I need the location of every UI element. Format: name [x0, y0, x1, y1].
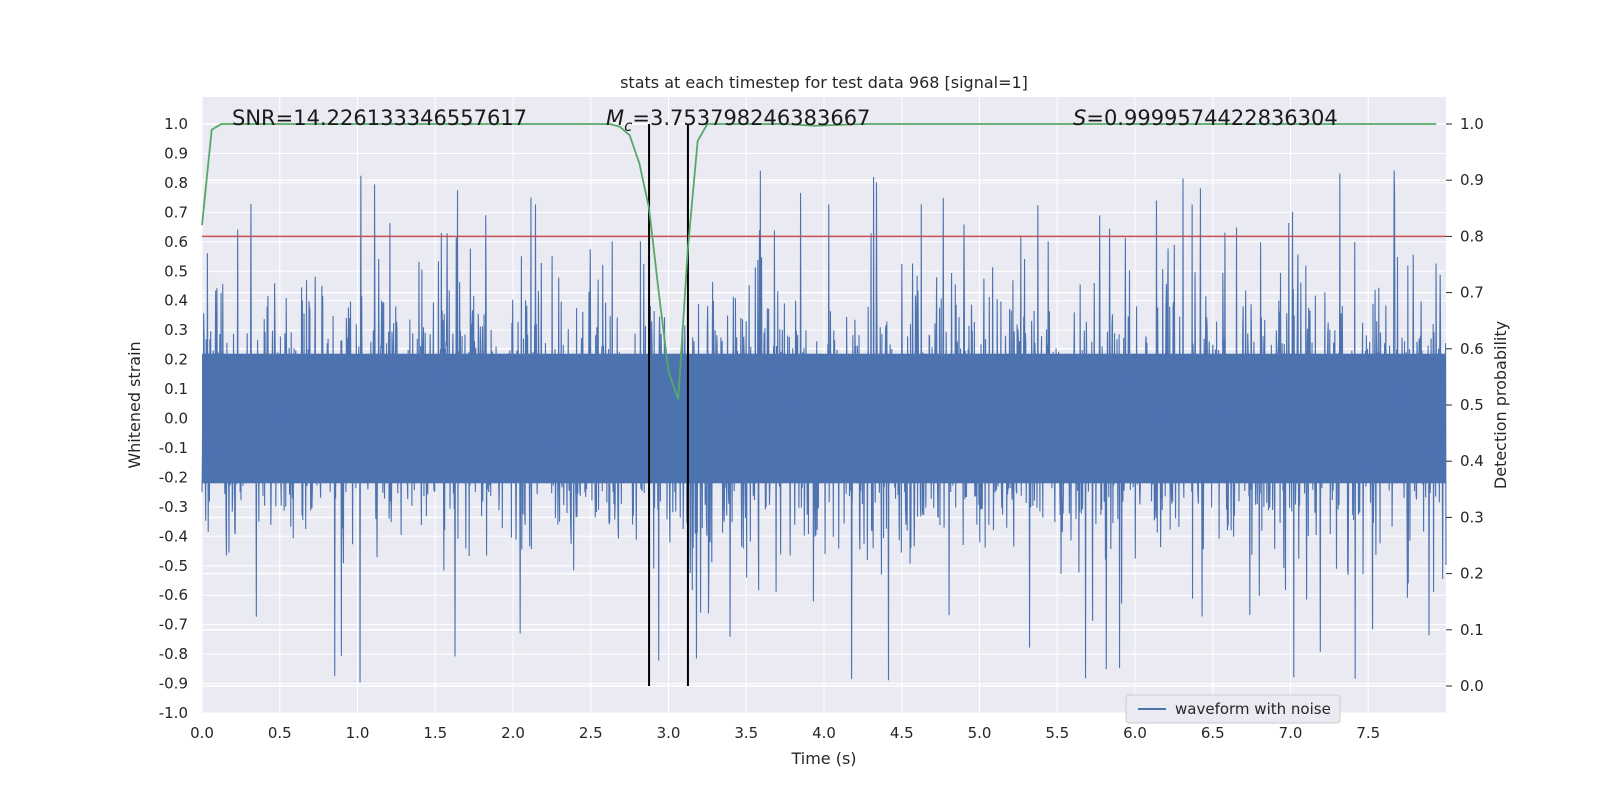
chirp-mass-subscript: c	[624, 117, 633, 135]
y-tick-label: -0.3	[159, 498, 188, 516]
y-tick-label: 0.8	[164, 174, 188, 192]
y2-tick-label: 0.7	[1460, 284, 1484, 302]
y2-axis-label: Detection probability	[1491, 321, 1510, 489]
y2-tick-label: 0.1	[1460, 621, 1484, 639]
overlays	[201, 123, 1446, 686]
y-axis-ticks: -1.0 -0.9 -0.8 -0.7 -0.6 -0.5 -0.4 -0.3 -0.2 -0.1…	[159, 115, 188, 722]
y-tick-label: -0.2	[159, 468, 188, 486]
y-tick-label: -0.4	[159, 527, 188, 545]
legend: waveform with noise	[1125, 694, 1341, 724]
y-tick-label: -0.9	[159, 675, 188, 693]
y2-tick-label: 0.3	[1460, 508, 1484, 526]
noise-trace	[201, 170, 1447, 683]
x-tick-label: 7.0	[1279, 724, 1303, 742]
y-tick-label: 0.4	[164, 292, 188, 310]
y2-tick-label: 0.4	[1460, 452, 1484, 470]
y-tick-label: 0.5	[164, 262, 188, 280]
y-tick-label: 0.6	[164, 233, 188, 251]
y-tick-label: 1.0	[164, 115, 188, 133]
y-axis-label: Whitened strain	[125, 341, 144, 468]
y2-axis-ticks: 0.0 0.1 0.2 0.3 0.4 0.5 0.6 0.7 0.8 0.9 1.0	[1446, 115, 1484, 695]
chirp-mass-value: =3.753798246383667	[632, 106, 870, 130]
y2-tick-label: 0.2	[1460, 565, 1484, 583]
x-tick-label: 2.0	[501, 724, 525, 742]
chart-title: stats at each timestep for test data 968…	[620, 73, 1028, 92]
x-axis-ticks: 0.0 0.5 1.0 1.5 2.0 2.5 3.0 3.5 4.0 4.5 5.0 5.5 6.0 6…	[190, 724, 1380, 742]
x-tick-label: 3.5	[734, 724, 758, 742]
x-axis-label: Time (s)	[790, 749, 856, 768]
score-value: =0.9999574422836304	[1086, 106, 1337, 130]
x-tick-label: 6.0	[1123, 724, 1147, 742]
x-tick-label: 1.5	[423, 724, 447, 742]
y-tick-label: -0.5	[159, 557, 188, 575]
legend-label: waveform with noise	[1175, 700, 1331, 718]
y2-tick-label: 0.5	[1460, 396, 1484, 414]
chirp-mass-annotation: Mc=3.753798246383667	[606, 106, 870, 135]
y2-tick-label: 1.0	[1460, 115, 1484, 133]
x-tick-label: 7.5	[1356, 724, 1380, 742]
y2-tick-label: 0.9	[1460, 171, 1484, 189]
y-tick-label: 0.3	[164, 321, 188, 339]
x-tick-label: 1.0	[346, 724, 370, 742]
snr-label: SNR	[232, 106, 276, 130]
x-tick-label: 5.5	[1045, 724, 1069, 742]
y-tick-label: 0.9	[164, 144, 188, 162]
y-tick-label: 0.2	[164, 351, 188, 369]
snr-annotation: SNR=14.226133346557617	[232, 106, 527, 130]
snr-value: =14.226133346557617	[276, 106, 527, 130]
x-tick-label: 3.0	[657, 724, 681, 742]
x-tick-label: 5.0	[968, 724, 992, 742]
y-tick-label: 0.0	[164, 410, 188, 428]
y2-tick-label: 0.6	[1460, 340, 1484, 358]
chirp-mass-symbol: M	[606, 106, 624, 130]
score-symbol: S	[1073, 106, 1086, 130]
y-tick-label: -0.1	[159, 439, 188, 457]
x-tick-label: 4.5	[890, 724, 914, 742]
y-tick-label: -0.6	[159, 586, 188, 604]
y-tick-label: 0.1	[164, 380, 188, 398]
y-tick-label: 0.7	[164, 203, 188, 221]
x-tick-label: 0.5	[268, 724, 292, 742]
detection-probability-line	[201, 123, 1437, 400]
x-tick-label: 2.5	[579, 724, 603, 742]
legend-box	[1125, 694, 1341, 724]
noise-waveform	[201, 170, 1447, 683]
x-tick-label: 4.0	[812, 724, 836, 742]
y2-tick-label: 0.0	[1460, 677, 1484, 695]
score-annotation: S=0.9999574422836304	[1073, 106, 1338, 130]
y-tick-label: -0.8	[159, 645, 188, 663]
y-tick-label: -0.7	[159, 616, 188, 634]
x-tick-label: 6.5	[1201, 724, 1225, 742]
y-tick-label: -1.0	[159, 704, 188, 722]
x-tick-label: 0.0	[190, 724, 214, 742]
y2-tick-label: 0.8	[1460, 227, 1484, 245]
